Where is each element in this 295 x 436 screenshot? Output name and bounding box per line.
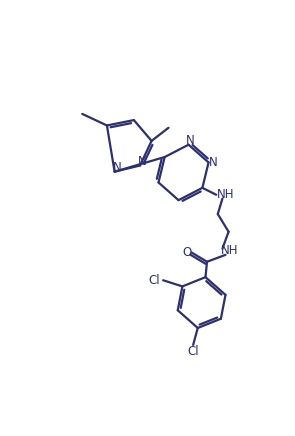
Text: Cl: Cl: [187, 344, 199, 358]
Text: NH: NH: [221, 245, 239, 258]
Text: N: N: [209, 156, 217, 169]
Text: N: N: [186, 133, 194, 146]
Text: O: O: [182, 246, 192, 259]
Text: N: N: [113, 161, 121, 174]
Text: N: N: [138, 155, 147, 168]
Text: Cl: Cl: [148, 274, 160, 287]
Text: NH: NH: [217, 188, 234, 201]
